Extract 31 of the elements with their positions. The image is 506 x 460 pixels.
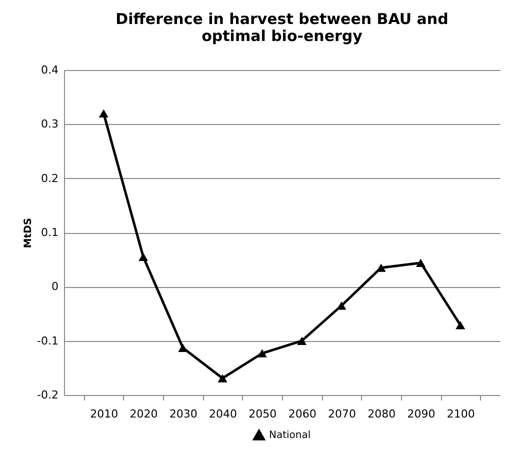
- y-tick-label: 0.2: [41, 172, 58, 185]
- y-tick-label: 0.3: [41, 118, 58, 131]
- legend-label: National: [269, 430, 311, 441]
- point: [138, 252, 148, 261]
- point: [297, 336, 307, 345]
- x-tick-label: 2090: [407, 408, 436, 420]
- y-tick-label: 0: [52, 280, 58, 294]
- point: [456, 321, 466, 330]
- point: [257, 349, 267, 358]
- y-tick-label: 0.1: [41, 226, 58, 239]
- x-tick-label: 2020: [130, 408, 158, 420]
- x-tick-label: 2100: [446, 408, 475, 420]
- point: [416, 258, 426, 267]
- y-tick-label: -0.1: [37, 334, 58, 348]
- y-tick-label: 0.4: [41, 64, 58, 76]
- point: [98, 109, 108, 118]
- point: [336, 302, 346, 310]
- point: [376, 264, 386, 272]
- x-tick-label: 2050: [248, 408, 277, 420]
- text: optimal bio-energy: [202, 27, 362, 45]
- point: [178, 344, 188, 352]
- x-tick-label: 2080: [368, 408, 396, 420]
- x-tick-label: 2040: [209, 408, 238, 420]
- x-tick-label: 2030: [169, 408, 198, 420]
- y-tick-label: -0.2: [37, 388, 58, 402]
- text: Difference in harvest between BAU and: [116, 10, 448, 28]
- x-tick-label: 2070: [328, 408, 356, 420]
- x-tick-label: 2060: [288, 408, 316, 420]
- point: [218, 374, 228, 382]
- x-tick-label: 2010: [90, 408, 118, 420]
- y-axis-title: MtDS: [23, 218, 34, 248]
